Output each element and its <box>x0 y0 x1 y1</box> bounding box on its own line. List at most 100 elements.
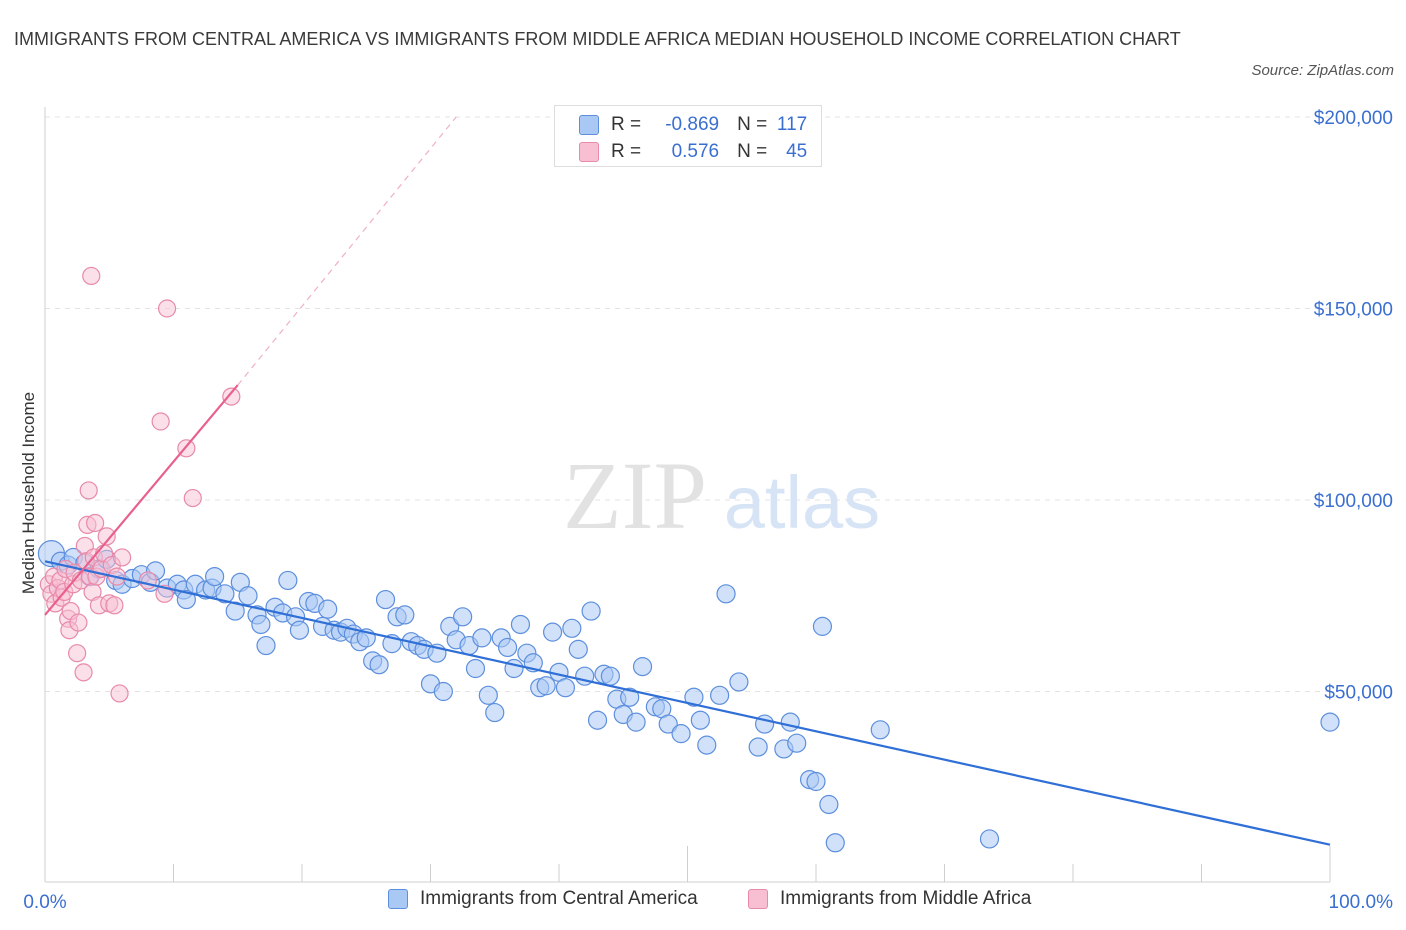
point-central-america <box>587 710 608 730</box>
point-middle-africa <box>68 644 87 663</box>
series-central-america-points <box>37 540 1340 853</box>
point-central-america <box>472 628 492 648</box>
point-middle-africa <box>151 412 170 431</box>
trend-extension-middle-africa <box>237 116 457 386</box>
point-central-america <box>979 829 1000 849</box>
y-tick-labels: $50,000 $100,000 $150,000 $200,000 <box>1314 108 1393 704</box>
point-central-america <box>251 614 271 635</box>
point-central-america <box>600 666 621 686</box>
point-central-america <box>536 676 556 696</box>
r-label: R = <box>611 141 642 162</box>
point-central-america <box>498 637 518 658</box>
legend-label-central-america: Immigrants from Central America <box>420 888 698 909</box>
legend-item-middle-africa[interactable]: Immigrants from Middle Africa <box>748 888 1031 910</box>
axes <box>44 107 1331 883</box>
point-central-america <box>562 618 582 638</box>
point-central-america <box>238 586 258 606</box>
point-central-america <box>684 687 704 707</box>
point-middle-africa <box>222 387 241 406</box>
stats-swatch-pink <box>579 142 599 162</box>
r-value-middle-africa: 0.576 <box>671 141 720 162</box>
point-central-america <box>870 720 890 740</box>
x-tick-labels: 0.0% 100.0% <box>23 892 1393 913</box>
legend: Immigrants from Central America Immigran… <box>0 888 1406 916</box>
point-central-america <box>690 710 710 730</box>
point-central-america <box>825 833 845 853</box>
y-tick-label-3: $200,000 <box>1314 108 1393 129</box>
n-value-central-america: 117 <box>776 114 808 135</box>
watermark: ZIP atlas <box>563 442 880 549</box>
stats-row-middle-africa: R = 0.576 N = 45 <box>579 139 807 165</box>
point-central-america <box>806 771 826 792</box>
y-tick-label-0: $50,000 <box>1324 683 1393 704</box>
point-central-america <box>478 685 498 705</box>
point-central-america <box>787 733 807 753</box>
n-value-middle-africa: 45 <box>786 141 808 162</box>
n-label: N = <box>737 114 768 135</box>
point-central-america <box>289 620 310 640</box>
point-central-america <box>465 658 486 679</box>
point-central-america <box>780 712 800 732</box>
watermark-zip: ZIP <box>563 442 707 549</box>
trend-line-middle-africa <box>44 384 239 616</box>
point-central-america <box>369 655 389 675</box>
point-middle-africa <box>110 684 129 703</box>
r-value-central-america: -0.869 <box>665 114 720 135</box>
y-tick-label-2: $150,000 <box>1314 300 1393 321</box>
point-central-america <box>812 616 833 636</box>
point-central-america <box>729 672 749 692</box>
point-central-america <box>819 794 839 815</box>
point-central-america <box>256 635 276 656</box>
point-central-america <box>542 622 563 642</box>
y-tick-label-1: $100,000 <box>1314 491 1393 512</box>
point-central-america <box>375 589 396 610</box>
watermark-atlas: atlas <box>724 461 880 544</box>
chart-source: Source: ZipAtlas.com <box>1251 62 1394 79</box>
point-central-america <box>568 639 588 659</box>
point-middle-africa <box>79 481 98 500</box>
point-central-america <box>278 570 298 591</box>
point-middle-africa <box>69 613 88 632</box>
point-central-america <box>510 614 531 635</box>
r-label: R = <box>611 114 642 135</box>
point-central-america <box>671 724 691 744</box>
point-central-america <box>658 714 678 734</box>
x-tick-label-start: 0.0% <box>23 892 66 913</box>
legend-item-central-america[interactable]: Immigrants from Central America <box>388 888 698 910</box>
point-middle-africa <box>74 663 93 682</box>
point-central-america <box>453 607 473 627</box>
series-middle-africa-points <box>39 266 241 703</box>
point-central-america <box>205 566 225 587</box>
point-central-america <box>697 735 717 755</box>
point-middle-africa <box>86 513 105 533</box>
stats-row-central-america: R = -0.869 N = 117 <box>579 112 807 138</box>
legend-swatch-pink <box>748 889 768 909</box>
n-label: N = <box>737 141 768 162</box>
point-central-america <box>433 681 453 702</box>
point-central-america <box>620 687 640 707</box>
trend-line-central-america <box>44 560 1331 846</box>
point-central-america <box>632 657 653 677</box>
point-middle-africa <box>82 266 101 286</box>
point-central-america <box>748 737 768 757</box>
chart-title: IMMIGRANTS FROM CENTRAL AMERICA VS IMMIG… <box>14 29 1181 49</box>
point-central-america <box>485 702 505 723</box>
point-central-america <box>215 584 235 604</box>
legend-label-middle-africa: Immigrants from Middle Africa <box>780 888 1032 909</box>
legend-swatch-blue <box>388 889 408 909</box>
point-central-america <box>716 584 736 604</box>
stats-swatch-blue <box>579 115 599 135</box>
y-axis-label: Median Household Income <box>19 391 38 595</box>
trend-lines <box>44 116 1331 846</box>
point-middle-africa <box>157 299 177 318</box>
point-central-america <box>225 601 245 621</box>
stats-box: R = -0.869 N = 117 R = 0.576 N = 45 <box>554 105 822 167</box>
point-middle-africa <box>105 596 124 615</box>
point-central-america <box>318 599 338 619</box>
point-central-america <box>581 601 601 621</box>
point-middle-africa <box>183 488 202 508</box>
point-central-america <box>176 589 196 610</box>
point-central-america <box>626 712 646 732</box>
point-central-america <box>395 605 415 625</box>
